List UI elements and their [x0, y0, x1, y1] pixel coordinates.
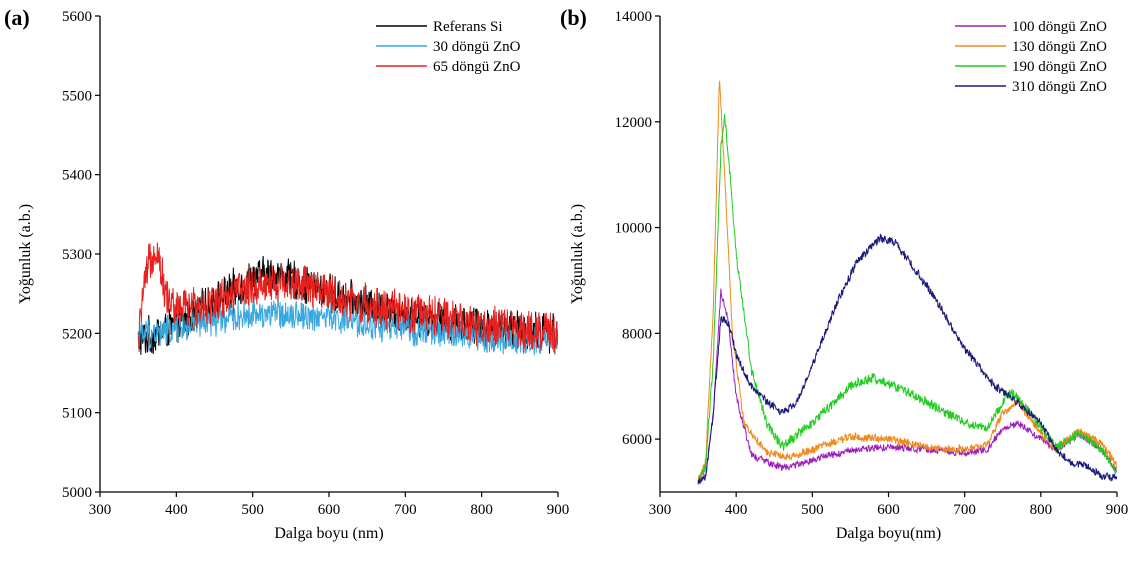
x-tick-label: 800 [1030, 502, 1053, 518]
x-tick-label: 700 [953, 502, 976, 518]
legend-entry: 30 döngü ZnO [433, 39, 521, 55]
legend-entry: Referans Si [433, 19, 503, 35]
series-line-1 [697, 288, 1117, 485]
series-group [137, 242, 558, 356]
x-tick-label: 400 [725, 502, 748, 518]
legend-entry: 100 döngü ZnO [1012, 19, 1107, 35]
y-tick-label: 10000 [615, 221, 653, 237]
y-tick-label: 6000 [622, 432, 652, 448]
panel-b: 300 400 500 600 700 800 900 6000 8000 10000 12000 1… [560, 5, 1128, 542]
x-tick-label: 500 [801, 502, 824, 518]
legend-entry: 130 döngü ZnO [1012, 39, 1107, 55]
y-tick-label: 5000 [62, 485, 92, 501]
x-tick-label: 900 [1106, 502, 1129, 518]
y-tick-label: 5600 [62, 9, 92, 25]
y-tick-label: 14000 [615, 9, 653, 25]
panel-label: (a) [4, 5, 30, 30]
legend-entry: 190 döngü ZnO [1012, 59, 1107, 75]
x-tick-label: 600 [318, 502, 341, 518]
y-axis-title: Yoğunluk (a.b.) [569, 204, 586, 304]
x-tick-label: 800 [470, 502, 493, 518]
y-tick-label: 8000 [622, 326, 652, 342]
y-tick-label: 5300 [62, 247, 92, 263]
panel-label: (b) [560, 5, 587, 30]
x-tick-label: 700 [394, 502, 417, 518]
legend-entry: 65 döngü ZnO [433, 59, 521, 75]
x-axis-title: Dalga boyu(nm) [836, 525, 941, 542]
panel-a: 300 400 500 600 700 800 900 5000 5100 5200 5300 540… [4, 5, 569, 542]
legend-entry: 310 döngü ZnO [1012, 79, 1107, 95]
y-tick-label: 5500 [62, 88, 92, 104]
x-tick-label: 300 [89, 502, 112, 518]
x-tick-label: 400 [165, 502, 188, 518]
series-line-3 [137, 242, 558, 354]
y-tick-label: 5400 [62, 168, 92, 184]
series-group [697, 80, 1117, 485]
y-axis-title: Yoğunluk (a.b.) [17, 204, 34, 304]
x-tick-label: 300 [649, 502, 672, 518]
series-line-2 [697, 80, 1117, 485]
series-line-4 [697, 233, 1117, 485]
y-tick-label: 5200 [62, 326, 92, 342]
legend: 100 döngü ZnO 130 döngü ZnO 190 döngü ZnO 3… [955, 19, 1107, 95]
series-line-3 [697, 113, 1117, 485]
y-tick-label: 12000 [615, 115, 653, 131]
x-tick-label: 900 [547, 502, 570, 518]
y-tick-label: 5100 [62, 406, 92, 422]
x-tick-label: 600 [877, 502, 900, 518]
x-tick-label: 500 [241, 502, 264, 518]
legend: Referans Si 30 döngü ZnO 65 döngü ZnO [376, 19, 521, 75]
x-axis-title: Dalga boyu (nm) [274, 525, 383, 542]
